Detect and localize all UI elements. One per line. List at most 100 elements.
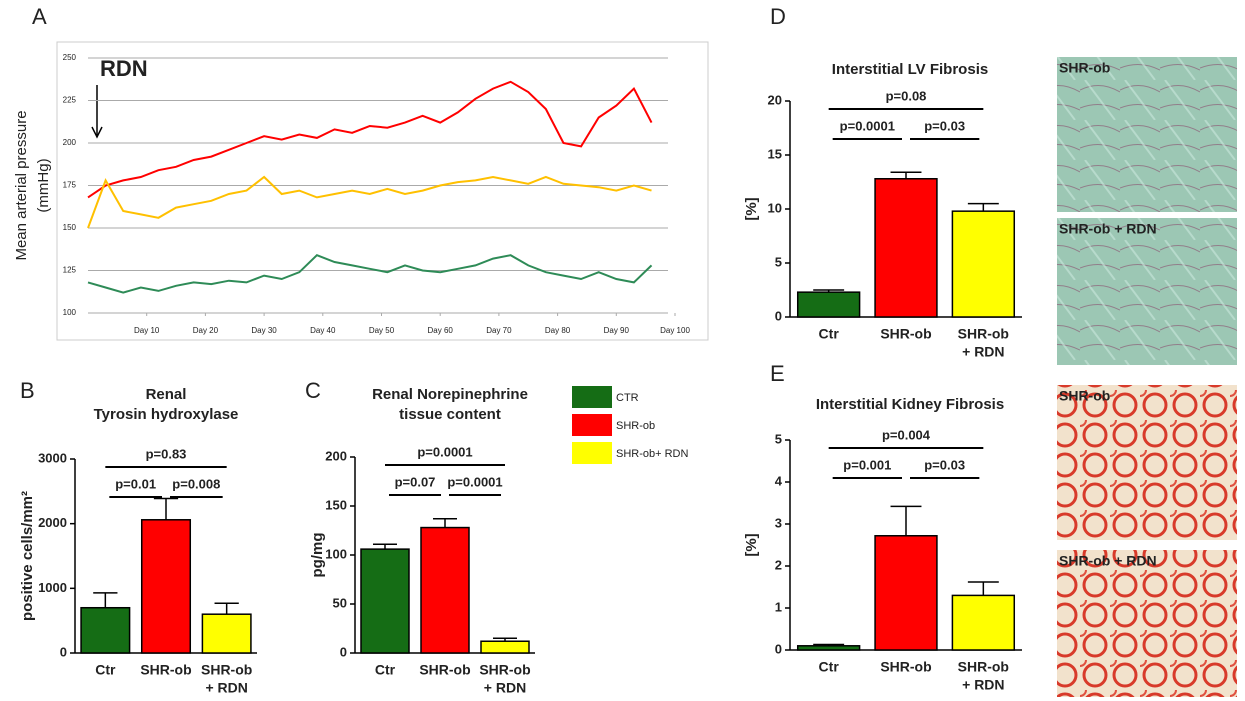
x-tick-label: Day 50 (369, 326, 395, 335)
y-tick-label: 125 (63, 266, 77, 275)
panel-frame (56, 41, 709, 341)
p-value: p=0.0001 (840, 118, 895, 133)
p-value: p=0.004 (882, 427, 931, 442)
x-tick-label: + RDN (962, 344, 1004, 360)
micrograph-label: SHR-ob + RDN (1059, 221, 1157, 237)
legend-swatch (572, 442, 612, 464)
x-tick-label: Day 100 (660, 326, 690, 335)
x-tick-label: SHR-ob (958, 659, 1009, 675)
x-tick-label: + RDN (962, 677, 1004, 693)
bar (796, 291, 861, 318)
bar (874, 178, 938, 318)
p-value: p=0.07 (395, 474, 436, 489)
series-line (87, 175, 652, 229)
y-tick-label: 0 (775, 308, 782, 323)
x-tick-label: Day 20 (193, 326, 219, 335)
bar (874, 535, 938, 651)
x-tick-label: SHR-ob (201, 662, 252, 678)
micrograph-label: SHR-ob + RDN (1059, 553, 1157, 569)
micrograph (1057, 57, 1237, 212)
x-tick-label: Day 80 (545, 326, 571, 335)
p-value: p=0.008 (172, 476, 220, 491)
y-tick-label: 10 (768, 200, 782, 215)
y-tick-label: 200 (63, 138, 77, 147)
x-tick-label: SHR-ob (419, 662, 470, 678)
y-tick-label: 3 (775, 515, 782, 530)
y-axis-label: pg/mg (309, 533, 326, 578)
y-axis-label: [%] (743, 197, 760, 220)
p-value: p=0.01 (115, 476, 156, 491)
bar (796, 645, 861, 651)
bar (360, 548, 410, 654)
y-tick-label: 2 (775, 557, 782, 572)
y-tick-label: 5 (775, 254, 782, 269)
annotation: RDN (100, 56, 148, 81)
chart-title: Tyrosin hydroxylase (94, 406, 239, 423)
x-tick-label: + RDN (484, 680, 526, 696)
bar (951, 210, 1016, 318)
y-tick-label: 5 (775, 431, 782, 446)
y-tick-label: 0 (775, 641, 782, 656)
x-tick-label: Day 60 (428, 326, 454, 335)
chart-title: Renal Norepinephrine (372, 386, 528, 403)
panel-letter: E (770, 361, 785, 386)
panel-letter: C (305, 378, 321, 403)
chart-title: Interstitial LV Fibrosis (832, 61, 988, 78)
y-tick-label: 15 (768, 146, 782, 161)
x-tick-label: Day 40 (310, 326, 336, 335)
x-tick-label: Day 10 (134, 326, 160, 335)
bar (420, 526, 470, 654)
y-tick-label: 175 (63, 181, 77, 190)
legend-label: CTR (616, 392, 639, 404)
x-tick-label: Ctr (819, 659, 840, 675)
y-tick-label: 0 (340, 644, 347, 659)
p-value: p=0.83 (146, 446, 187, 461)
y-tick-label: 150 (63, 223, 77, 232)
x-tick-label: Ctr (819, 326, 840, 342)
y-tick-label: 0 (60, 644, 67, 659)
x-tick-label: SHR-ob (880, 326, 931, 342)
x-tick-label: Day 90 (604, 326, 630, 335)
y-tick-label: 100 (63, 308, 77, 317)
p-value: p=0.08 (886, 88, 927, 103)
y-tick-label: 1000 (38, 580, 67, 595)
panel-letter: B (20, 378, 35, 403)
x-tick-label: SHR-ob (958, 326, 1009, 342)
y-axis-label: (mmHg) (35, 158, 52, 212)
y-tick-label: 200 (325, 448, 347, 463)
rdn-arrow-head (91, 126, 103, 139)
y-tick-label: 150 (325, 497, 347, 512)
micrograph (1057, 550, 1237, 697)
legend-swatch (572, 414, 612, 436)
y-tick-label: 50 (333, 595, 347, 610)
series-line (87, 80, 653, 199)
micrograph-label: SHR-ob (1059, 388, 1110, 404)
micrograph (1057, 218, 1237, 365)
bar (80, 606, 131, 654)
x-tick-label: Ctr (95, 662, 116, 678)
x-tick-label: Day 30 (251, 326, 277, 335)
x-tick-label: SHR-ob (479, 662, 530, 678)
x-tick-label: + RDN (205, 680, 247, 696)
legend-swatch (572, 386, 612, 408)
y-tick-label: 225 (63, 96, 77, 105)
bar (951, 594, 1016, 651)
y-tick-label: 250 (63, 53, 77, 62)
y-axis-label: positive cells/mm² (19, 491, 36, 621)
p-value: p=0.0001 (417, 444, 472, 459)
bar (140, 519, 192, 654)
p-value: p=0.03 (924, 118, 965, 133)
bar (480, 640, 530, 654)
y-tick-label: 20 (768, 92, 782, 107)
p-value: p=0.03 (924, 457, 965, 472)
chart-title: Interstitial Kidney Fibrosis (816, 396, 1004, 413)
panel-letter: A (32, 4, 47, 29)
legend-label: SHR-ob+ RDN (616, 448, 688, 460)
p-value: p=0.001 (843, 457, 891, 472)
series-line (87, 254, 653, 294)
x-tick-label: SHR-ob (880, 659, 931, 675)
y-tick-label: 2000 (38, 515, 67, 530)
micrograph-label: SHR-ob (1059, 60, 1110, 76)
y-tick-label: 1 (775, 599, 782, 614)
x-tick-label: SHR-ob (140, 662, 191, 678)
